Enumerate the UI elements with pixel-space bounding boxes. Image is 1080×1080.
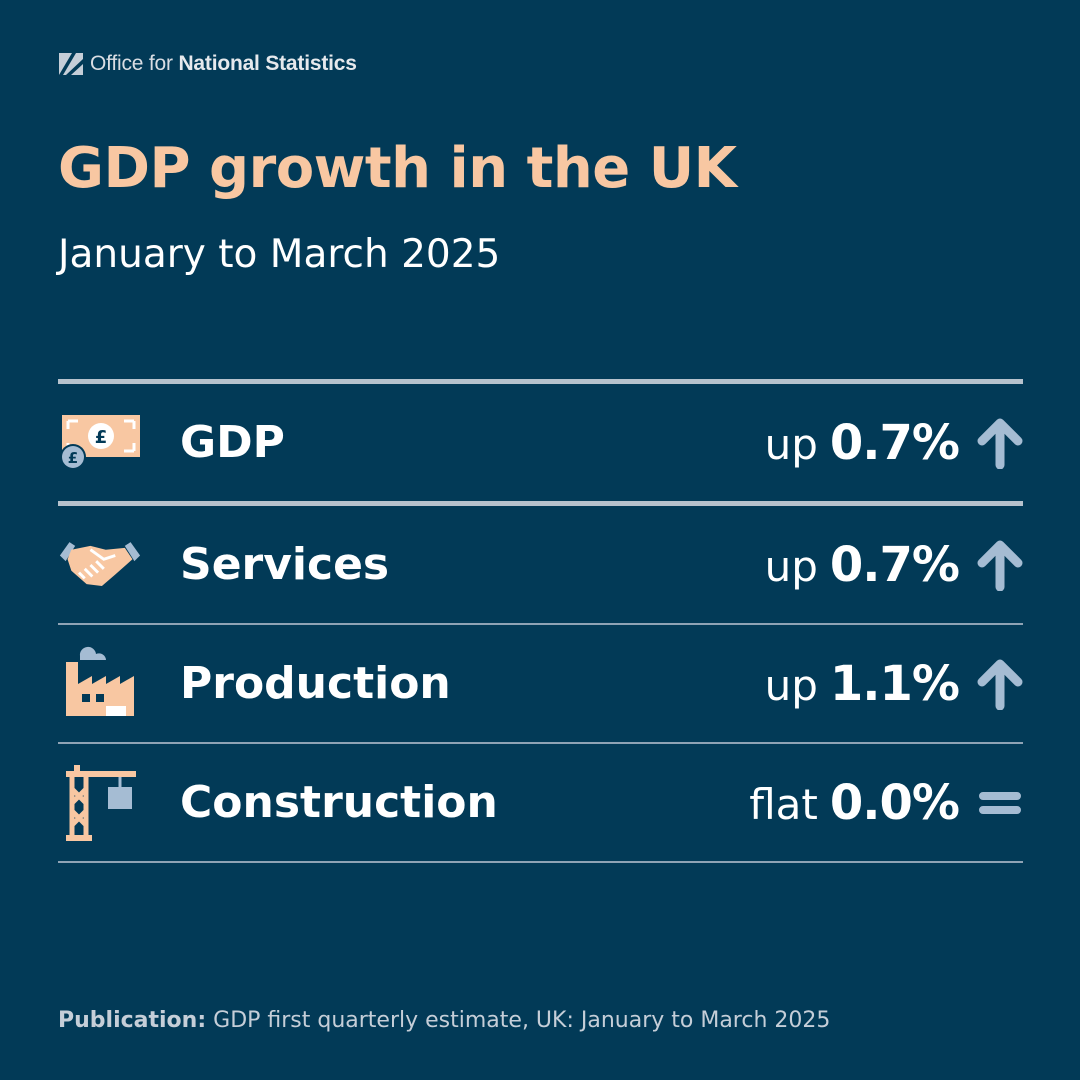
row-label: GDP <box>180 417 285 468</box>
arrow-up-icon <box>977 415 1023 471</box>
table-row-gdp: £ £ GDP up 0.7% <box>58 384 1023 501</box>
ons-logo-icon <box>59 53 83 75</box>
change-value: 1.1% <box>829 655 960 712</box>
row-label: Construction <box>180 777 498 828</box>
page-subtitle: January to March 2025 <box>58 232 501 277</box>
equals-icon <box>977 775 1023 831</box>
row-label: Services <box>180 539 390 590</box>
page-title: GDP growth in the UK <box>58 136 737 201</box>
change-value: 0.7% <box>829 414 960 471</box>
row-value: flat 0.0% <box>749 774 960 831</box>
arrow-up-icon <box>977 537 1023 593</box>
divider <box>58 623 1023 625</box>
ons-logo: Office for National Statistics <box>58 50 357 78</box>
divider <box>58 501 1023 506</box>
publication-footer: Publication: GDP first quarterly estimat… <box>58 1008 831 1033</box>
table-row-construction: Construction flat 0.0% <box>58 744 1023 861</box>
divider <box>58 861 1023 863</box>
direction-word: up <box>764 419 818 469</box>
table-row-services: Services up 0.7% <box>58 506 1023 623</box>
row-value: up 0.7% <box>764 536 960 593</box>
change-value: 0.7% <box>829 536 960 593</box>
row-value: up 0.7% <box>764 414 960 471</box>
crane-icon <box>58 763 142 843</box>
divider <box>58 742 1023 744</box>
direction-word: up <box>764 660 818 710</box>
svg-text:£: £ <box>68 449 78 467</box>
divider <box>58 379 1023 384</box>
direction-word: up <box>764 541 818 591</box>
banknote-icon: £ £ <box>58 403 142 483</box>
change-value: 0.0% <box>829 774 960 831</box>
table-row-production: Production up 1.1% <box>58 625 1023 742</box>
handshake-icon <box>58 525 142 605</box>
growth-table: £ £ GDP up 0.7% Services <box>58 379 1023 863</box>
svg-text:£: £ <box>95 427 108 448</box>
arrow-up-icon <box>977 656 1023 712</box>
factory-icon <box>58 644 142 724</box>
direction-word: flat <box>749 779 818 829</box>
brand-name: Office for National Statistics <box>90 52 357 75</box>
row-label: Production <box>180 658 451 709</box>
row-value: up 1.1% <box>764 655 960 712</box>
